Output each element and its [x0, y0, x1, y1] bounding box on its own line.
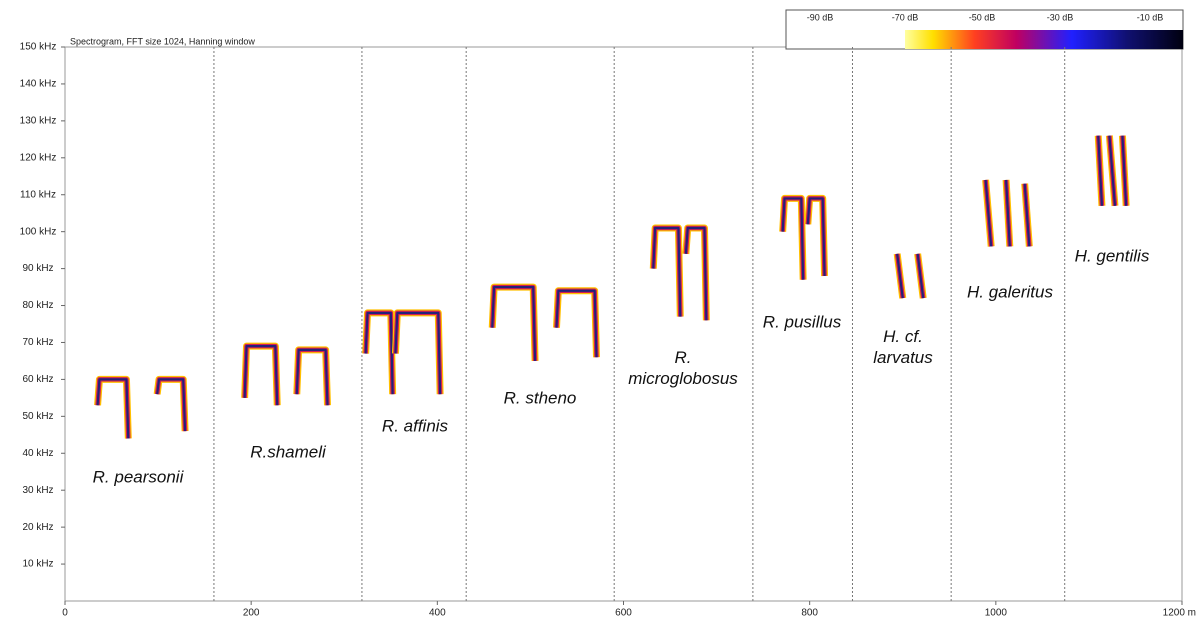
call [916, 253, 925, 299]
species-label: R. affinis [381, 416, 449, 436]
y-tick-label: 50 kHz [22, 411, 53, 422]
call [394, 311, 442, 395]
y-tick-label: 40 kHz [22, 448, 53, 459]
y-tick-label: 30 kHz [22, 485, 53, 496]
y-tick-label: 70 kHz [22, 337, 53, 348]
call [364, 311, 394, 395]
call [490, 284, 538, 361]
x-tick-label: 800 [801, 608, 818, 619]
x-tick-label: 400 [429, 608, 446, 619]
species-label: H. gentilis [1074, 246, 1150, 266]
species-label: R. pusillus [762, 312, 842, 332]
call [552, 287, 601, 358]
y-tick-label: 60 kHz [22, 374, 53, 385]
y-tick-label: 90 kHz [22, 263, 53, 274]
call [781, 197, 805, 280]
call [684, 226, 708, 321]
colorbar-label: -90 dB [807, 12, 834, 22]
y-tick-label: 130 kHz [20, 116, 57, 127]
call [488, 283, 539, 362]
y-tick-label: 150 kHz [20, 42, 57, 53]
colorbar-label: -10 dB [1137, 12, 1164, 22]
call [293, 346, 331, 406]
chart-title: Spectrogram, FFT size 1024, Hanning wind… [70, 36, 255, 46]
call [156, 378, 187, 432]
call [243, 345, 279, 406]
y-tick-label: 100 kHz [20, 226, 57, 237]
y-tick-label: 80 kHz [22, 300, 53, 311]
call [554, 288, 599, 358]
y-tick-label: 140 kHz [20, 79, 57, 90]
call [984, 179, 993, 247]
species-label: R. microglobosus [628, 348, 738, 388]
call [1023, 183, 1031, 247]
call [241, 342, 281, 406]
y-tick-label: 10 kHz [22, 559, 53, 570]
call [1108, 135, 1117, 206]
x-tick-label: 1200 m [1163, 608, 1196, 619]
call [362, 309, 397, 395]
x-tick-label: 200 [243, 608, 260, 619]
call [94, 375, 132, 439]
x-tick-label: 0 [62, 608, 68, 619]
call [1097, 135, 1104, 206]
colorbar-label: -50 dB [969, 12, 996, 22]
x-tick-label: 1000 [985, 608, 1008, 619]
call [555, 289, 598, 358]
colorbar-label: -70 dB [892, 12, 919, 22]
y-tick-label: 120 kHz [20, 152, 57, 163]
x-tick-label: 600 [615, 608, 632, 619]
plot-frame [64, 46, 1183, 602]
species-label: R.shameli [250, 442, 326, 462]
call [1004, 179, 1011, 247]
species-label: R. stheno [503, 388, 577, 408]
call [295, 348, 329, 406]
call [491, 285, 537, 361]
colorbar [905, 30, 1183, 49]
colorbar-label: -30 dB [1047, 12, 1074, 22]
species-label: R. pearsonii [92, 467, 184, 487]
call [153, 375, 189, 432]
y-tick-label: 110 kHz [20, 189, 56, 200]
call [652, 226, 682, 317]
call [649, 224, 684, 317]
y-tick-label: 20 kHz [22, 522, 53, 533]
call [806, 197, 826, 277]
call [896, 253, 904, 299]
species-label: H. galeritus [967, 282, 1053, 302]
call [96, 378, 130, 439]
call [393, 310, 443, 395]
call [391, 309, 444, 395]
call [1121, 135, 1128, 206]
species-label: H. cf. larvatus [873, 327, 933, 367]
